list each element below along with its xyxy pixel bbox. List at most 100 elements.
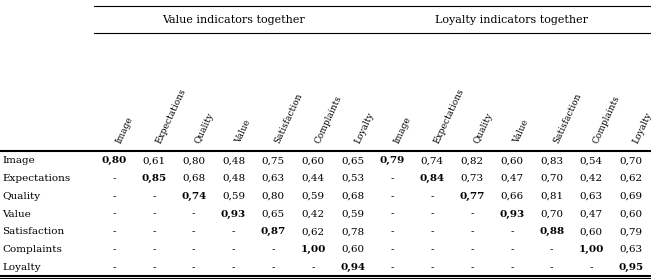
Text: -: - (152, 192, 156, 201)
Text: 0,63: 0,63 (580, 192, 603, 201)
Text: 0,66: 0,66 (500, 192, 523, 201)
Text: 0,83: 0,83 (540, 157, 563, 165)
Text: 0,79: 0,79 (620, 227, 643, 236)
Text: -: - (152, 263, 156, 272)
Text: -: - (550, 263, 553, 272)
Text: Value: Value (512, 119, 531, 145)
Text: 0,68: 0,68 (182, 174, 205, 183)
Text: -: - (430, 227, 434, 236)
Text: 0,68: 0,68 (341, 192, 365, 201)
Text: Quality: Quality (194, 111, 216, 145)
Text: Satisfaction: Satisfaction (273, 92, 305, 145)
Text: 0,93: 0,93 (221, 210, 246, 219)
Text: 0,80: 0,80 (102, 157, 127, 165)
Text: -: - (113, 174, 116, 183)
Text: 0,62: 0,62 (301, 227, 325, 236)
Text: 0,63: 0,63 (620, 245, 643, 254)
Text: -: - (391, 263, 395, 272)
Text: -: - (232, 263, 235, 272)
Text: -: - (391, 174, 395, 183)
Text: -: - (470, 263, 474, 272)
Text: 0,42: 0,42 (301, 210, 325, 219)
Text: Loyalty: Loyalty (631, 111, 651, 145)
Text: 0,70: 0,70 (540, 174, 563, 183)
Text: -: - (152, 227, 156, 236)
Text: Value: Value (234, 119, 253, 145)
Text: Complaints: Complaints (3, 245, 62, 254)
Text: 0,77: 0,77 (460, 192, 485, 201)
Text: -: - (311, 263, 315, 272)
Text: 0,65: 0,65 (341, 157, 365, 165)
Text: Expectations: Expectations (154, 87, 187, 145)
Text: -: - (470, 227, 474, 236)
Text: -: - (510, 227, 514, 236)
Text: -: - (590, 263, 593, 272)
Text: -: - (192, 263, 195, 272)
Text: Loyalty: Loyalty (353, 111, 375, 145)
Text: -: - (113, 227, 116, 236)
Text: Value: Value (3, 210, 31, 219)
Text: 0,93: 0,93 (499, 210, 525, 219)
Text: -: - (430, 263, 434, 272)
Text: -: - (430, 192, 434, 201)
Text: 0,60: 0,60 (301, 157, 325, 165)
Text: 0,82: 0,82 (460, 157, 484, 165)
Text: 0,60: 0,60 (580, 227, 603, 236)
Text: Loyalty: Loyalty (3, 263, 41, 272)
Text: -: - (430, 245, 434, 254)
Text: Loyalty indicators together: Loyalty indicators together (436, 15, 589, 25)
Text: Image: Image (3, 157, 35, 165)
Text: 0,78: 0,78 (341, 227, 365, 236)
Text: 0,80: 0,80 (262, 192, 285, 201)
Text: 1,00: 1,00 (579, 245, 604, 254)
Text: 0,54: 0,54 (580, 157, 603, 165)
Text: -: - (192, 245, 195, 254)
Text: -: - (152, 210, 156, 219)
Text: -: - (391, 210, 395, 219)
Text: Quality: Quality (3, 192, 41, 201)
Text: Satisfaction: Satisfaction (3, 227, 65, 236)
Text: 0,95: 0,95 (618, 263, 644, 272)
Text: 0,59: 0,59 (222, 192, 245, 201)
Text: 0,42: 0,42 (580, 174, 603, 183)
Text: Expectations: Expectations (432, 87, 465, 145)
Text: 0,47: 0,47 (580, 210, 603, 219)
Text: -: - (271, 245, 275, 254)
Text: 0,80: 0,80 (182, 157, 205, 165)
Text: 0,88: 0,88 (539, 227, 564, 236)
Text: -: - (470, 245, 474, 254)
Text: -: - (510, 245, 514, 254)
Text: 0,70: 0,70 (620, 157, 643, 165)
Text: -: - (113, 192, 116, 201)
Text: -: - (152, 245, 156, 254)
Text: Image: Image (393, 115, 413, 145)
Text: 0,60: 0,60 (500, 157, 523, 165)
Text: 0,59: 0,59 (301, 192, 325, 201)
Text: 0,70: 0,70 (540, 210, 563, 219)
Text: -: - (113, 263, 116, 272)
Text: 0,44: 0,44 (301, 174, 325, 183)
Text: Value indicators together: Value indicators together (162, 15, 305, 25)
Text: 0,81: 0,81 (540, 192, 563, 201)
Text: -: - (271, 263, 275, 272)
Text: -: - (510, 263, 514, 272)
Text: -: - (113, 210, 116, 219)
Text: -: - (391, 227, 395, 236)
Text: -: - (391, 245, 395, 254)
Text: -: - (192, 210, 195, 219)
Text: 0,84: 0,84 (420, 174, 445, 183)
Text: Complaints: Complaints (313, 94, 343, 145)
Text: 0,65: 0,65 (262, 210, 285, 219)
Text: Image: Image (115, 115, 135, 145)
Text: 0,62: 0,62 (620, 174, 643, 183)
Text: Expectations: Expectations (3, 174, 71, 183)
Text: 0,59: 0,59 (341, 210, 365, 219)
Text: -: - (430, 210, 434, 219)
Text: 0,60: 0,60 (620, 210, 643, 219)
Text: -: - (550, 245, 553, 254)
Text: 0,63: 0,63 (262, 174, 285, 183)
Text: 0,48: 0,48 (222, 174, 245, 183)
Text: 0,87: 0,87 (260, 227, 286, 236)
Text: -: - (470, 210, 474, 219)
Text: 1,00: 1,00 (300, 245, 326, 254)
